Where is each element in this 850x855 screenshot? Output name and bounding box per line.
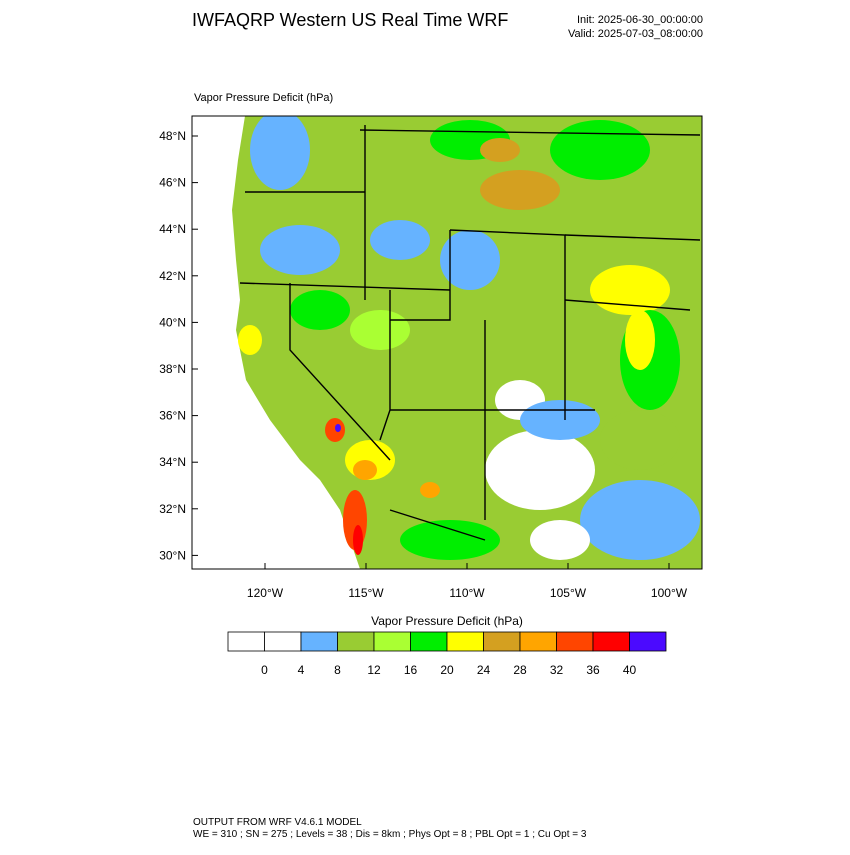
lat-tick-label: 48°N	[159, 129, 186, 143]
colorbar-box	[264, 631, 302, 652]
colorbar: 0 4 8 12 16 20 24 28 32 36 40	[227, 631, 667, 677]
colorbar-box	[410, 631, 448, 652]
lat-tick-label: 34°N	[159, 455, 186, 469]
colorbar-label: 36	[586, 663, 600, 677]
colorbar-label: 8	[334, 663, 341, 677]
state-borders	[239, 125, 701, 541]
colorbar-label: 4	[298, 663, 305, 677]
lon-tick-label: 115°W	[348, 586, 384, 600]
lat-tick-label: 44°N	[159, 222, 186, 236]
colorbar-label: 12	[367, 663, 381, 677]
colorbar-box	[373, 631, 411, 652]
colorbar-box	[300, 631, 338, 652]
colorbar-box	[519, 631, 557, 652]
lon-tick-label: 105°W	[550, 586, 587, 600]
lat-tick-label: 32°N	[159, 502, 186, 516]
lat-tick-label: 36°N	[159, 409, 186, 423]
lat-tick-label: 38°N	[159, 362, 186, 376]
colorbar-label: 24	[477, 663, 491, 677]
colorbar-label: 40	[623, 663, 637, 677]
map-field	[192, 116, 702, 569]
map-frame	[191, 115, 703, 570]
plot-label: Vapor Pressure Deficit (hPa)	[194, 92, 333, 104]
colorbar-box	[227, 631, 265, 652]
init-time: Init: 2025-06-30_00:00:00	[577, 14, 703, 26]
lat-axis: 48°N 46°N 44°N 42°N 40°N 38°N 36°N 34°N 32°N 30°N	[159, 129, 198, 562]
colorbar-label: 0	[261, 663, 268, 677]
colorbar-title: Vapor Pressure Deficit (hPa)	[371, 614, 523, 628]
colorbar-label: 32	[550, 663, 564, 677]
lat-tick-label: 40°N	[159, 315, 186, 329]
lon-tick-label: 100°W	[651, 586, 688, 600]
lon-tick-label: 110°W	[449, 586, 485, 600]
colorbar-box	[592, 631, 630, 652]
colorbar-box	[556, 631, 594, 652]
lat-tick-label: 30°N	[159, 548, 186, 562]
lat-tick-label: 42°N	[159, 269, 186, 283]
field-patches	[238, 116, 700, 560]
colorbar-box	[483, 631, 521, 652]
footer-line: OUTPUT FROM WRF V4.6.1 MODEL	[193, 817, 362, 828]
title: IWFAQRP Western US Real Time WRF	[192, 10, 508, 30]
colorbar-label: 20	[440, 663, 454, 677]
colorbar-label: 16	[404, 663, 418, 677]
valid-time: Valid: 2025-07-03_08:00:00	[568, 28, 703, 40]
lat-tick-label: 46°N	[159, 176, 186, 190]
lon-tick-label: 120°W	[247, 586, 284, 600]
footer-line: WE = 310 ; SN = 275 ; Levels = 38 ; Dis …	[193, 829, 587, 840]
colorbar-label: 28	[513, 663, 527, 677]
colorbar-box	[337, 631, 375, 652]
lon-axis: 120°W 115°W 110°W 105°W 100°W	[247, 563, 688, 600]
colorbar-box	[446, 631, 484, 652]
colorbar-box	[629, 631, 667, 652]
